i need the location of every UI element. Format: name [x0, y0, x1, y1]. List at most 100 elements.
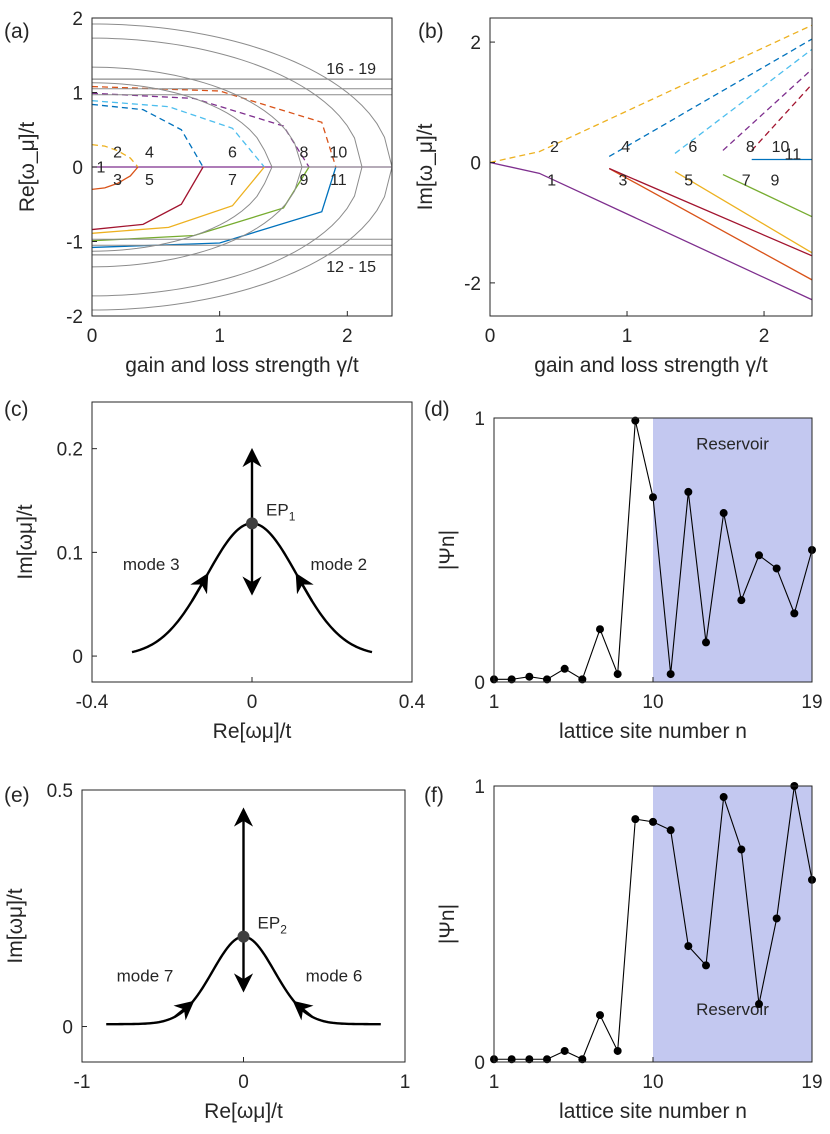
ep-label-subscript: 1: [289, 509, 296, 523]
panel-c-data: EP1 mode 3 mode 2: [123, 447, 373, 654]
x-tick-label: 10: [642, 692, 663, 713]
ep-label-text: EP: [266, 500, 289, 519]
grey-band-line: [91, 166, 392, 297]
y-tick-label: 0: [72, 158, 83, 179]
y-tick-label: 0: [470, 153, 481, 174]
mode-label: 6: [228, 144, 237, 161]
profile-point: [560, 664, 569, 673]
x-tick-label: 10: [642, 1072, 663, 1093]
panel-e-data: EP2 mode 7 mode 6: [106, 807, 381, 1026]
x-axis-label: Re[ωμ]/t: [204, 1100, 283, 1123]
panel-b-axes: 0 1 2 -2 0 2 gain and loss strength γ/t (b): [418, 17, 813, 377]
series-line-7: [91, 92, 310, 168]
mode-label: 1: [96, 159, 105, 176]
panel-tag: (f): [424, 784, 444, 807]
series-line-3: [608, 38, 813, 158]
series-line-1: [91, 144, 139, 168]
profile-point: [737, 845, 746, 854]
y-axis-label: Re[ω_μ]/t: [16, 122, 39, 213]
mode-label: 4: [145, 144, 154, 161]
panel-tag: (c): [4, 398, 29, 421]
grey-band-line: [91, 166, 392, 252]
profile-point: [737, 596, 746, 605]
y-tick-label: 1: [474, 409, 485, 430]
profile-point: [666, 826, 675, 835]
mode-label: 16 - 19: [326, 61, 376, 78]
mode-label: 7: [742, 172, 751, 189]
series-line-1: [489, 24, 813, 164]
profile-point: [649, 817, 657, 826]
panel-tag: (a): [4, 20, 30, 43]
x-tick-label: 0.4: [399, 692, 426, 713]
ep-label-subscript: 2: [280, 923, 287, 937]
x-axis-label: Re[ωμ]/t: [213, 720, 292, 743]
exceptional-point-marker: [246, 517, 258, 530]
profile-point: [560, 1046, 569, 1055]
profile-point: [790, 609, 799, 618]
series-line-5: [674, 48, 813, 154]
series-line-9: [751, 83, 813, 151]
x-axis-label: gain and loss strength γ/t: [125, 354, 359, 377]
x-tick-label: 2: [342, 326, 353, 347]
series-line-0: [489, 161, 813, 301]
profile-point: [613, 670, 622, 679]
panel-tag: (b): [418, 20, 444, 43]
x-tick-label: 19: [801, 1072, 822, 1093]
profile-point: [772, 914, 781, 923]
x-tick-label: 1: [214, 326, 225, 347]
mode-label: 4: [621, 139, 630, 156]
profile-point: [631, 815, 640, 824]
series-line-3: [91, 103, 204, 168]
panel-f-data: Reservoir: [490, 782, 816, 1064]
x-tick-label: 1: [622, 326, 633, 347]
profile-point: [684, 487, 693, 496]
mode-label: 8: [299, 144, 308, 161]
profile-point: [702, 638, 710, 647]
reservoir-label: Reservoir: [696, 1000, 769, 1019]
reservoir-region: [653, 786, 812, 1062]
y-tick-label: 2: [72, 9, 83, 30]
profile-point: [525, 672, 534, 681]
ep-label-text: EP: [258, 914, 281, 933]
y-tick-label: 1: [72, 84, 83, 105]
series-line-8: [722, 173, 813, 218]
mode-label: 2: [113, 144, 122, 161]
x-tick-label: 2: [759, 326, 770, 347]
mode-label: 1: [547, 172, 556, 189]
mode-name-label: mode 7: [117, 967, 174, 986]
mode-arrow: [295, 572, 314, 602]
exceptional-point-marker: [237, 930, 250, 943]
reservoir-region: [653, 418, 812, 682]
y-tick-label: -1: [66, 233, 83, 254]
y-tick-label: 0.1: [57, 543, 83, 564]
profile-point: [772, 564, 781, 573]
x-axis-label: gain and loss strength γ/t: [534, 354, 768, 377]
y-axis-label: |Ψn|: [436, 530, 459, 570]
profile-point: [543, 1055, 551, 1064]
mode-label: 9: [771, 172, 780, 189]
mode-label: 3: [618, 172, 627, 189]
x-tick-label: 1: [489, 692, 500, 713]
y-tick-label: 0: [474, 673, 485, 694]
panel-d-data: Reservoir: [490, 416, 816, 684]
y-axis-label: Im[ωμ]/t: [4, 888, 27, 963]
mode-label: 2: [550, 139, 559, 156]
grey-band-line: [91, 166, 392, 268]
mode-label: 8: [746, 139, 755, 156]
profile-point: [719, 793, 728, 802]
profile-point: [596, 1011, 604, 1020]
y-tick-label: 0: [62, 1018, 73, 1039]
y-tick-label: -2: [66, 307, 83, 328]
panel-tag: (d): [424, 398, 450, 421]
profile-point: [525, 1055, 534, 1064]
series-line-6: [91, 166, 265, 234]
y-axis-label: |Ψn|: [436, 904, 459, 944]
ep-label: EP1: [266, 500, 296, 523]
mode-label: 9: [299, 172, 308, 189]
ep-label: EP2: [258, 914, 288, 937]
x-tick-label: 0: [485, 326, 496, 347]
profile-point: [507, 675, 516, 684]
mode-label: 11: [330, 172, 347, 189]
